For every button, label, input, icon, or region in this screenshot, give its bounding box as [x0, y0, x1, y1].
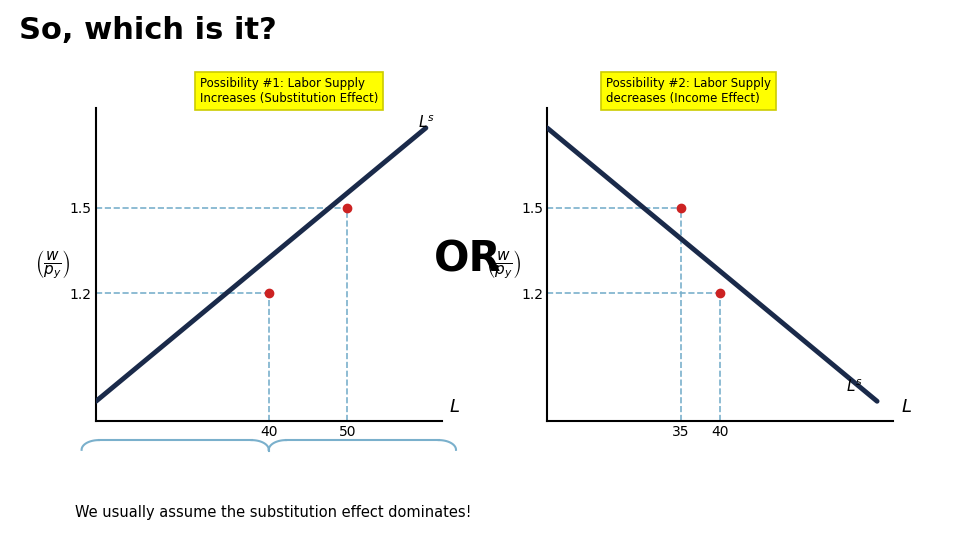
Text: We usually assume the substitution effect dominates!: We usually assume the substitution effec…	[75, 505, 472, 521]
Text: $L$: $L$	[900, 397, 912, 415]
Text: $L^s$: $L^s$	[418, 114, 435, 131]
Text: $\left(\dfrac{w}{p_y}\right)$: $\left(\dfrac{w}{p_y}\right)$	[486, 248, 522, 281]
Text: $L^s$: $L^s$	[846, 379, 863, 395]
Text: So, which is it?: So, which is it?	[19, 16, 276, 45]
Text: OR: OR	[434, 238, 501, 280]
Text: $\left(\dfrac{w}{p_y}\right)$: $\left(\dfrac{w}{p_y}\right)$	[35, 248, 71, 281]
Text: Possibility #1: Labor Supply
Increases (Substitution Effect): Possibility #1: Labor Supply Increases (…	[200, 77, 378, 105]
Text: $L$: $L$	[449, 397, 461, 415]
Text: Possibility #2: Labor Supply
decreases (Income Effect): Possibility #2: Labor Supply decreases (…	[606, 77, 771, 105]
